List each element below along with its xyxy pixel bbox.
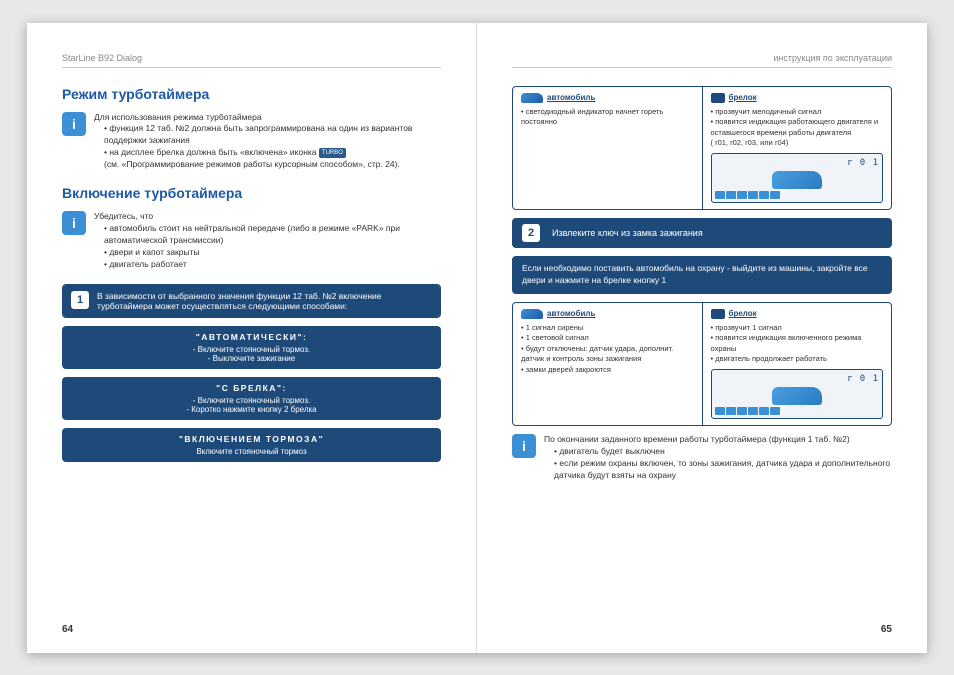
final-info: По окончании заданного времени работы ту… — [544, 434, 892, 482]
turbo-badge: TURBO — [319, 148, 346, 158]
fob-icon — [711, 93, 725, 103]
car-icon — [521, 309, 543, 319]
action-auto: "АВТОМАТИЧЕСКИ": - Включите стояночный т… — [62, 326, 441, 369]
info-icon: i — [512, 434, 536, 458]
step-num-1: 1 — [71, 291, 89, 309]
car-icon — [521, 93, 543, 103]
lcd-display-2: r 0 1 — [711, 369, 884, 420]
section-title-1: Режим турботаймера — [62, 86, 441, 102]
step-2-box: 2 Извлеките ключ из замка зажигания — [512, 218, 892, 248]
header-right: инструкция по эксплуатации — [512, 53, 892, 68]
action-brake: "ВКЛЮЧЕНИЕМ ТОРМОЗА" Включите стояночный… — [62, 428, 441, 462]
step-1-box: 1 В зависимости от выбранного значения ф… — [62, 284, 441, 318]
info-text-1: Для использования режима турботаймера фу… — [94, 112, 441, 171]
result-box-2: автомобиль 1 сигнал сирены 1 световой си… — [512, 302, 892, 427]
fob-icon — [711, 309, 725, 319]
instruction-banner: Если необходимо поставить автомобиль на … — [512, 256, 892, 294]
page-num-left: 64 — [62, 624, 73, 635]
info-icon: i — [62, 211, 86, 235]
action-fob: "С БРЕЛКА": - Включите стояночный тормоз… — [62, 377, 441, 420]
info-icon: i — [62, 112, 86, 136]
section-title-2: Включение турботаймера — [62, 185, 441, 201]
header-left: StarLine B92 Dialog — [62, 53, 441, 68]
info-text-2: Убедитесь, что автомобиль стоит на нейтр… — [94, 211, 441, 270]
lcd-display-1: r 0 1 — [711, 153, 884, 204]
result-box-1: автомобиль светодиодный индикатор начнет… — [512, 86, 892, 211]
page-num-right: 65 — [881, 624, 892, 635]
